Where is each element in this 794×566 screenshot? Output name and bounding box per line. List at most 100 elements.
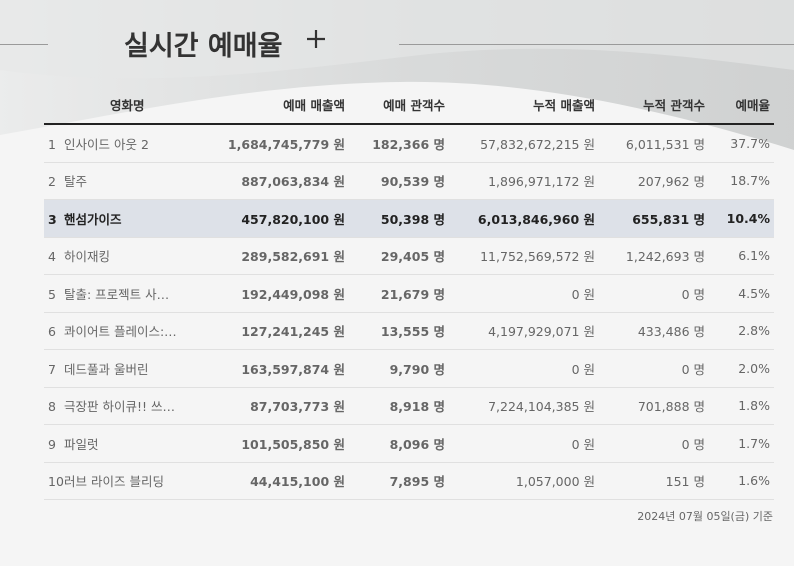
cum-sales-cell: 0 원 [449,424,599,463]
movie-title-link[interactable]: 러브 라이즈 블리딩 [64,474,164,490]
movie-title-link[interactable]: 핸섬가이즈 [64,211,122,227]
audience-cell: 8,096 명 [349,424,449,463]
rank-number: 6 [48,324,56,340]
rate-cell: 1.6% [709,462,774,500]
movie-title-link[interactable]: 파일럿 [64,436,99,452]
rank-number: 4 [48,249,56,265]
audience-cell: 21,679 명 [349,274,449,313]
table-header-row: 영화명 예매 매출액 예매 관객수 누적 매출액 누적 관객수 예매율 [44,86,774,125]
rank-number: 7 [48,361,56,377]
cum-audience-cell: 6,011,531 명 [599,124,709,163]
movie-cell: 8 극장판 하이큐!! 쓰… [44,387,219,425]
table-row[interactable]: 6 콰이어트 플레이스:… 127,241,245 원 13,555 명 4,197,9… [44,312,774,350]
cum-sales-cell: 7,224,104,385 원 [449,387,599,425]
movie-cell: 6 콰이어트 플레이스:… [44,312,219,350]
ticket-sales-table: 영화명 예매 매출액 예매 관객수 누적 매출액 누적 관객수 예매율 1 인사이… [44,86,774,500]
cum-audience-cell: 151 명 [599,462,709,500]
title-divider-right [399,44,794,45]
sales-cell: 127,241,245 원 [219,312,349,350]
cum-sales-cell: 11,752,569,572 원 [449,237,599,275]
movie-cell: 5 탈출: 프로젝트 사… [44,274,219,313]
rank-number: 1 [48,136,56,152]
header-cum-audience: 누적 관객수 [599,86,709,125]
sales-cell: 163,597,874 원 [219,349,349,388]
sales-cell: 44,415,100 원 [219,462,349,500]
table-row[interactable]: 4 하이재킹 289,582,691 원 29,405 명 11,752,569,572… [44,237,774,275]
sales-cell: 457,820,100 원 [219,199,349,238]
header-movie: 영화명 [44,86,219,125]
movie-cell: 4 하이재킹 [44,237,219,275]
cum-sales-cell: 57,832,672,215 원 [449,124,599,163]
rate-cell: 4.5% [709,274,774,313]
cum-audience-cell: 0 명 [599,424,709,463]
movie-title-link[interactable]: 콰이어트 플레이스:… [64,324,177,340]
rate-cell: 2.0% [709,349,774,388]
header-audience: 예매 관객수 [349,86,449,125]
cum-sales-cell: 1,057,000 원 [449,462,599,500]
sales-cell: 101,505,850 원 [219,424,349,463]
movie-cell: 10러브 라이즈 블리딩 [44,462,219,500]
rate-cell: 18.7% [709,162,774,200]
table-row[interactable]: 3 핸섬가이즈 457,820,100 원 50,398 명 6,013,846,960… [44,199,774,238]
rank-number: 10 [48,474,64,490]
audience-cell: 8,918 명 [349,387,449,425]
header-cum-sales: 누적 매출액 [449,86,599,125]
cum-audience-cell: 0 명 [599,274,709,313]
cum-audience-cell: 0 명 [599,349,709,388]
rank-number: 3 [48,211,57,227]
cum-sales-cell: 6,013,846,960 원 [449,199,599,238]
cum-audience-cell: 701,888 명 [599,387,709,425]
cum-audience-cell: 1,242,693 명 [599,237,709,275]
table-row[interactable]: 1 인사이드 아웃 2 1,684,745,779 원 182,366 명 57,832… [44,124,774,163]
sales-cell: 1,684,745,779 원 [219,124,349,163]
movie-cell: 1 인사이드 아웃 2 [44,124,219,163]
rate-cell: 6.1% [709,237,774,275]
table-row[interactable]: 8 극장판 하이큐!! 쓰… 87,703,773 원 8,918 명 7,224,10… [44,387,774,425]
table-row[interactable]: 10러브 라이즈 블리딩 44,415,100 원 7,895 명 1,057,000… [44,462,774,500]
header-rate: 예매율 [709,86,774,125]
cum-audience-cell: 433,486 명 [599,312,709,350]
cum-audience-cell: 207,962 명 [599,162,709,200]
cum-sales-cell: 4,197,929,071 원 [449,312,599,350]
audience-cell: 29,405 명 [349,237,449,275]
sales-cell: 887,063,834 원 [219,162,349,200]
sales-cell: 87,703,773 원 [219,387,349,425]
movie-title-link[interactable]: 탈주 [64,174,88,190]
movie-cell: 7 데드풀과 울버린 [44,349,219,388]
audience-cell: 13,555 명 [349,312,449,350]
movie-cell: 3 핸섬가이즈 [44,199,219,238]
title-divider-left [0,44,48,45]
movie-title-link[interactable]: 탈출: 프로젝트 사… [64,286,170,302]
title-row: 실시간 예매율 [0,0,794,90]
movie-title-link[interactable]: 인사이드 아웃 2 [64,136,149,152]
audience-cell: 182,366 명 [349,124,449,163]
movie-title-link[interactable]: 하이재킹 [64,249,111,265]
rank-number: 8 [48,399,56,415]
rate-cell: 10.4% [709,199,774,238]
audience-cell: 50,398 명 [349,199,449,238]
cum-sales-cell: 0 원 [449,274,599,313]
audience-cell: 9,790 명 [349,349,449,388]
audience-cell: 7,895 명 [349,462,449,500]
plus-icon[interactable] [304,27,328,51]
rank-number: 9 [48,436,56,452]
header-sales: 예매 매출액 [219,86,349,125]
reference-date: 2024년 07월 05일(금) 기준 [637,510,773,523]
rate-cell: 1.8% [709,387,774,425]
sales-cell: 289,582,691 원 [219,237,349,275]
movie-title-link[interactable]: 극장판 하이큐!! 쓰… [64,399,175,415]
cum-audience-cell: 655,831 명 [599,199,709,238]
cum-sales-cell: 1,896,971,172 원 [449,162,599,200]
movie-cell: 2 탈주 [44,162,219,200]
audience-cell: 90,539 명 [349,162,449,200]
rate-cell: 2.8% [709,312,774,350]
movie-cell: 9 파일럿 [44,424,219,463]
movie-title-link[interactable]: 데드풀과 울버린 [64,361,149,377]
page-title: 실시간 예매율 [124,31,283,62]
rank-number: 5 [48,286,56,302]
rate-cell: 1.7% [709,424,774,463]
